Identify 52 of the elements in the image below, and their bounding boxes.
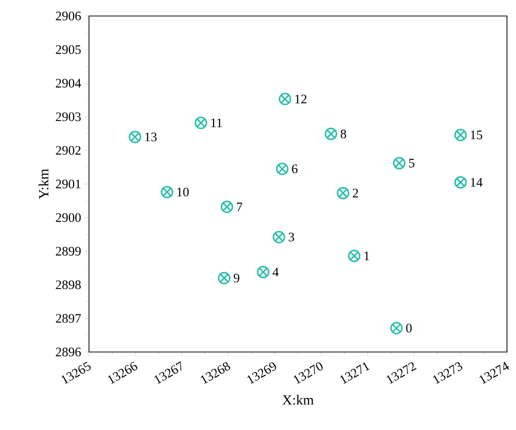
- x-tick-label: 13274: [479, 362, 509, 384]
- annotation: 0: [406, 324, 412, 333]
- y-tick-label: 2899: [56, 246, 81, 256]
- y-tick-label: 2905: [56, 45, 81, 54]
- y-tick-label: 2897: [56, 314, 81, 323]
- point: [194, 116, 208, 130]
- annotation: 3: [288, 232, 294, 242]
- point: [272, 230, 286, 244]
- annotation: 14: [470, 178, 483, 187]
- point: [336, 186, 350, 200]
- x-tick-label: 13271: [340, 362, 370, 384]
- point: [348, 250, 360, 262]
- annotation: 8: [340, 130, 346, 138]
- annotation: 4: [272, 268, 279, 276]
- y-tick-label: 2896: [56, 348, 81, 356]
- annotation: 13: [145, 132, 157, 142]
- point: [454, 128, 467, 142]
- y-tick-label: 2898: [56, 280, 81, 290]
- point: [390, 322, 403, 334]
- annotation: 1: [364, 252, 370, 260]
- y-tick-label: 2906: [56, 12, 81, 20]
- point: [454, 176, 467, 189]
- annotation: 15: [470, 130, 482, 140]
- y-tick-label: 2900: [56, 213, 81, 222]
- x-tick-label: 13272: [386, 362, 416, 384]
- point: [218, 272, 230, 284]
- annotation: 11: [211, 118, 222, 128]
- point: [392, 156, 406, 170]
- y-tick-label: 2902: [56, 146, 81, 155]
- point: [278, 92, 292, 106]
- annotation: 6: [292, 164, 298, 174]
- point: [160, 186, 174, 198]
- y-tick-label: 2901: [56, 180, 80, 188]
- x-tick-label: 13273: [432, 362, 462, 384]
- point: [324, 128, 338, 140]
- annotation: 5: [409, 158, 414, 168]
- x-axis-title: X:km: [282, 394, 314, 405]
- x-tick-label: 13269: [247, 362, 276, 384]
- point: [276, 162, 288, 176]
- point: [128, 130, 142, 144]
- point: [256, 266, 270, 278]
- annotation: 10: [177, 188, 189, 196]
- annotation: 7: [236, 202, 242, 212]
- annotation: 12: [295, 94, 306, 104]
- point: [220, 200, 234, 214]
- annotation: 2: [352, 188, 358, 198]
- y-tick-label: 2903: [56, 112, 81, 122]
- y-axis-title: Y:km: [38, 168, 48, 200]
- y-tick-label: 2904: [56, 78, 82, 88]
- x-tick-label: 13270: [294, 362, 323, 384]
- x-tick-label: 13268: [200, 362, 230, 384]
- annotation: 9: [234, 274, 240, 282]
